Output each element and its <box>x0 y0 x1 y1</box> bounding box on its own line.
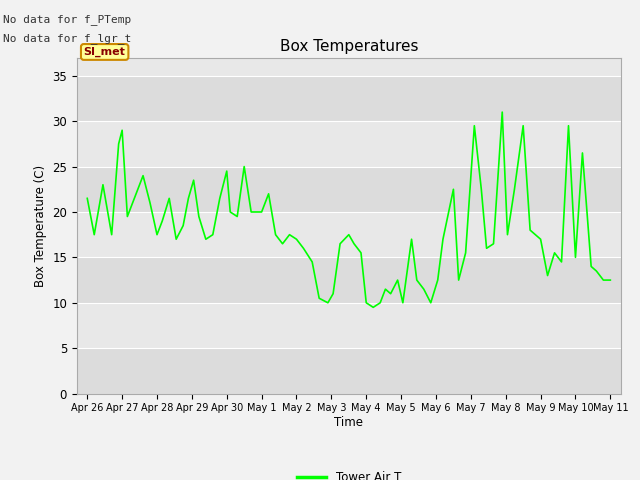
Text: No data for f_lgr_t: No data for f_lgr_t <box>3 33 131 44</box>
Bar <box>77 76 621 121</box>
Title: Box Temperatures: Box Temperatures <box>280 39 418 54</box>
Bar <box>77 212 621 257</box>
X-axis label: Time: Time <box>334 416 364 429</box>
Bar <box>77 121 621 167</box>
Bar <box>77 303 621 348</box>
Bar <box>77 348 621 394</box>
Legend: Tower Air T: Tower Air T <box>292 466 406 480</box>
Text: No data for f_PTemp: No data for f_PTemp <box>3 13 131 24</box>
Text: SI_met: SI_met <box>84 47 125 57</box>
Y-axis label: Box Temperature (C): Box Temperature (C) <box>34 165 47 287</box>
Bar <box>77 167 621 212</box>
Bar <box>77 257 621 303</box>
